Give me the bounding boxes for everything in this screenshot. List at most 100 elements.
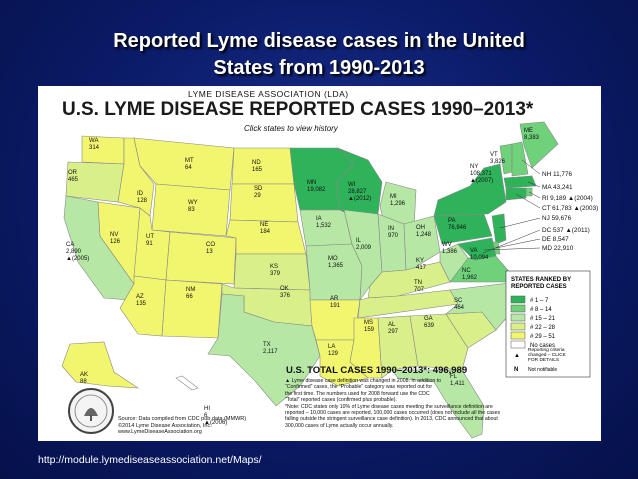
state-label-az[interactable]: AZ 135 (136, 294, 147, 307)
state-label-de[interactable]: DE 8,547 (542, 236, 569, 243)
state-ga[interactable] (409, 313, 469, 371)
legend: STATES RANKED BY REPORTED CASES # 1 – 7 # … (505, 270, 591, 378)
state-label-ky[interactable]: KY 417 (416, 258, 427, 271)
state-label-ma[interactable]: MA 43,241 (542, 184, 573, 191)
state-label-va[interactable]: VA 10,094 (470, 248, 489, 261)
state-label-ny[interactable]: NY 108,371 ▲(2007) (470, 164, 493, 184)
state-label-ne[interactable]: NE 184 (260, 222, 271, 235)
state-label-nm[interactable]: NM 66 (186, 287, 195, 300)
legend-swatch (510, 322, 526, 331)
legend-marker-note[interactable]: Reporting criteria changed – CLICK FOR DET… (528, 347, 567, 363)
total-cases: U.S. TOTAL CASES 1990–2013*: 496,989 (286, 365, 468, 376)
state-nj[interactable] (491, 213, 507, 245)
legend-swatch (510, 295, 526, 304)
legend-title: STATES RANKED BY REPORTED CASES (511, 277, 571, 290)
state-ny[interactable] (433, 163, 507, 217)
state-ma[interactable] (503, 175, 537, 189)
state-label-ak[interactable]: AK 88 (80, 372, 88, 385)
map-subtitle: Click states to view history (244, 124, 338, 133)
us-states-map[interactable]: WA 314 OR 465 CA 2,890 ▲(2005) NV 126 ID 128 MT 64 WY… (38, 86, 601, 441)
state-label-al[interactable]: AL 297 (388, 322, 399, 335)
state-fl[interactable] (391, 369, 485, 439)
source-note: Source: Data compiled from CDC pub data … (118, 416, 247, 436)
state-label-nj[interactable]: NJ 59,676 (542, 215, 572, 222)
state-label-id[interactable]: ID 128 (137, 191, 148, 204)
state-label-dc[interactable]: DC 537 ▲(2011) (542, 227, 590, 234)
legend-swatch (510, 313, 526, 322)
state-label-hi[interactable]: HI 6 ▲(2006) (204, 406, 227, 426)
slide-title: Reported Lyme disease cases in the Unite… (113, 30, 525, 79)
state-label-tn[interactable]: TN 707 (414, 280, 425, 293)
state-label-wa[interactable]: WA 314 (89, 138, 100, 151)
state-label-mt[interactable]: MT 64 (185, 158, 194, 171)
state-wv[interactable] (439, 243, 469, 283)
state-me[interactable] (519, 121, 559, 169)
state-label-ga[interactable]: GA 639 (424, 316, 435, 329)
state-label-pa[interactable]: PA 76,946 (448, 218, 467, 231)
state-label-mn[interactable]: MN 19,082 (307, 180, 326, 193)
state-label-ks[interactable]: KS 379 (270, 264, 281, 277)
map-title: U.S. LYME DISEASE REPORTED CASES 1990–20… (62, 99, 534, 120)
legend-label: # 15 – 21 (530, 316, 556, 322)
state-label-wy[interactable]: WY 83 (188, 200, 198, 213)
state-label-vt[interactable]: VT 3,826 (490, 152, 506, 165)
state-mo[interactable] (305, 243, 363, 301)
state-label-fl[interactable]: FL 1,411 (450, 374, 465, 387)
state-al[interactable] (377, 315, 419, 379)
state-label-sc[interactable]: SC 464 (454, 298, 465, 311)
source-url[interactable]: http://module.lymediseaseassociation.net… (38, 454, 262, 466)
seal-tree-icon (74, 394, 108, 428)
legend-swatch (510, 340, 526, 349)
callout-line-de (495, 238, 541, 249)
state-co[interactable] (165, 231, 237, 285)
state-label-nd[interactable]: ND 165 (252, 160, 263, 173)
callout-line-nh (521, 159, 541, 175)
state-label-ok[interactable]: OK 376 (280, 286, 291, 299)
state-label-nv[interactable]: NV 126 (110, 232, 121, 245)
state-label-oh[interactable]: OH 1,248 (416, 225, 432, 238)
state-label-il[interactable]: IL 2,009 (356, 238, 372, 251)
state-label-nh[interactable]: NH 11,776 (542, 171, 573, 178)
state-nd[interactable] (231, 147, 295, 185)
state-md[interactable] (457, 237, 497, 261)
lda-seal (68, 388, 114, 434)
legend-label: # 29 – 51 (530, 334, 556, 340)
state-nh[interactable] (511, 141, 529, 177)
state-label-or[interactable]: OR 465 (68, 170, 79, 183)
state-label-ms[interactable]: MS 159 (364, 320, 375, 333)
state-hi[interactable] (175, 375, 199, 391)
state-sd[interactable] (229, 183, 299, 223)
legend-label: No cases (530, 343, 555, 349)
legend-n-symbol: N (514, 367, 518, 373)
state-label-ct[interactable]: CT 61,783 ▲(2003) (542, 205, 598, 212)
legend-n-note: Not notifiable (528, 367, 557, 373)
legend-swatch (510, 304, 526, 313)
callout-line-ma (527, 181, 541, 188)
state-label-md[interactable]: MD 22,910 (542, 245, 574, 252)
state-label-co[interactable]: CO 13 (206, 242, 215, 255)
state-label-sd[interactable]: SD 29 (254, 186, 263, 199)
state-label-la[interactable]: LA 129 (328, 344, 339, 357)
callout-line-md (483, 247, 541, 251)
state-label-nc[interactable]: NC 1,962 (462, 268, 478, 281)
legend-label: # 22 – 28 (530, 325, 556, 331)
state-label-ca[interactable]: CA 2,890 ▲(2005) (66, 242, 89, 262)
state-label-ri[interactable]: RI 9,189 ▲(2004) (542, 195, 593, 202)
state-label-wv[interactable]: WV 1,386 (442, 242, 458, 255)
legend-swatch (510, 331, 526, 340)
callout-line-nj (499, 217, 541, 229)
state-label-mo[interactable]: MO 1,365 (328, 256, 344, 269)
state-label-ia[interactable]: IA 1,532 (316, 216, 332, 229)
callout-line-ct (515, 193, 541, 209)
state-label-ar[interactable]: AR 191 (330, 296, 341, 309)
state-label-ut[interactable]: UT 91 (146, 234, 154, 247)
state-label-me[interactable]: ME 8,383 (524, 128, 540, 141)
state-oh[interactable] (403, 215, 441, 271)
state-label-tx[interactable]: TX 2,117 (263, 342, 278, 355)
state-label-in[interactable]: IN 970 (388, 226, 399, 239)
callout-line-dc (482, 229, 541, 254)
state-ak[interactable] (61, 341, 140, 389)
state-label-wi[interactable]: WI 28,827 ▲(2012) (348, 182, 371, 202)
state-tx[interactable] (207, 293, 321, 407)
state-label-mi[interactable]: MI 1,296 (390, 194, 406, 207)
